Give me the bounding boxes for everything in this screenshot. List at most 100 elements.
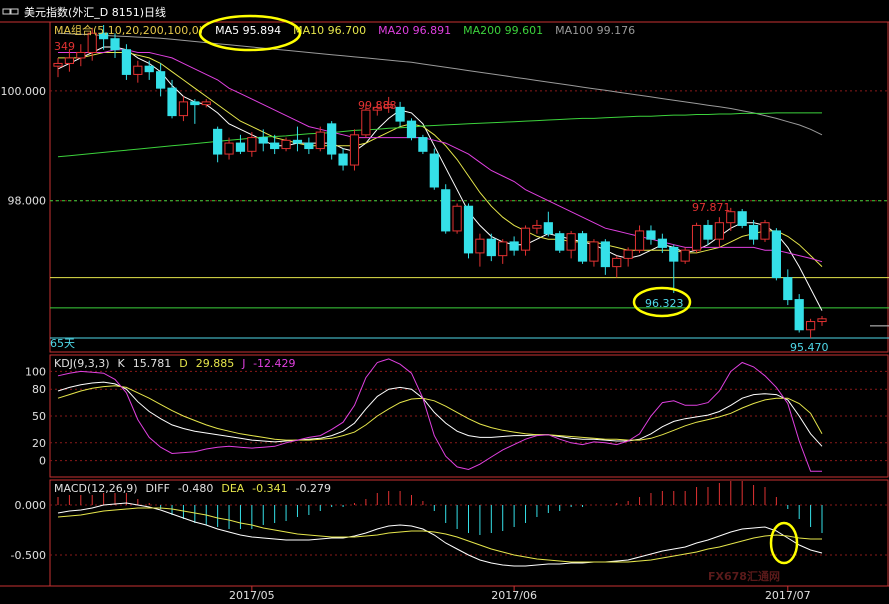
candle-body [372,106,382,111]
candle-body [726,211,736,224]
legend-item: MA组合(5,10,20,200,100,0) [54,23,203,37]
x-tick-label: 2017/06 [491,589,537,602]
candle-body [543,222,553,235]
candle-body [144,65,154,73]
kdj-k-line [57,381,823,447]
candle-body [110,38,120,51]
candle-body [395,106,405,122]
candle-body [247,137,257,152]
candle-body [53,62,63,67]
candle-body [270,142,280,150]
low-annotation-95470: 95.470 [790,341,829,354]
macd-y-tick: -0.500 [11,549,46,562]
candle-body [64,57,75,64]
candle-body [281,139,291,150]
candle-body [87,32,97,53]
macd-legend: MACD(12,26,9) DIFF -0.480 DEA -0.341 -0.279 [54,482,331,495]
days-label: 65天 [50,337,75,350]
candle-body [361,109,371,136]
candle-body [213,128,223,155]
legend-item: KDJ(9,3,3) [54,357,110,370]
candle-body [623,249,633,259]
legend-item: K [118,357,126,370]
legend-item: MA5 95.894 [215,24,281,37]
x-tick-label: 2017/05 [229,589,275,602]
legend-item: 15.781 [133,357,172,370]
candle-body [657,238,667,248]
legend-item: MA100 99.176 [555,24,635,37]
price-panel-frame [49,21,889,353]
chart-icon[interactable] [2,8,19,15]
x-tick-label: 2017/07 [765,589,811,602]
candle-body [612,257,622,268]
kdj-y-tick: 0 [39,455,46,468]
candle-body [406,120,417,139]
macd-cross-highlight-ellipse [769,521,799,565]
candle-body [589,241,599,262]
candle-body [441,189,451,232]
ma10-line [58,52,823,267]
candle-body [669,246,679,262]
candle-body [156,71,166,89]
candle-body [418,137,428,152]
kdj-y-tick: 100 [25,365,46,378]
high-annotation-97871: 97.871 [692,201,731,214]
legend-item: -0.480 [178,482,213,495]
kdj-y-tick: 20 [32,437,46,450]
watermark: FX678汇通网 [708,570,780,583]
candle-body [429,153,439,188]
low-annotation-96323: 96.323 [645,297,684,310]
candle-body [463,205,474,254]
candle-body [349,134,360,166]
candle-body [338,153,348,166]
candle-body [224,142,234,155]
candle-body [771,230,781,279]
ma-legend: MA组合(5,10,20,200,100,0) MA5 95.894 MA10 96… [54,23,635,37]
candle-body [475,238,485,254]
candle-body [327,123,337,155]
price-y-tick: 98.000 [8,195,47,208]
candle-body [304,142,314,150]
candle-body [532,224,542,229]
kdj-y-tick: 80 [32,383,46,396]
legend-item: D [179,357,187,370]
candle-body [178,101,189,117]
kdj-legend: KDJ(9,3,3) K 15.781 D 29.885 J -12.429 [54,357,296,370]
legend-item: -0.341 [252,482,287,495]
legend-item: J [241,357,245,370]
candle-body [817,318,827,323]
candle-body [805,321,816,331]
candle-body [703,224,713,240]
candle-body [691,224,702,251]
high-annotation-99888: 99.888 [358,99,397,112]
candle-body [121,49,132,75]
price-y-tick: 100.000 [1,85,47,98]
chart-title: 美元指数(外汇_D 8151)日线 [24,5,166,19]
ma5-line [57,46,823,311]
candle-body [384,104,394,108]
kdj-d-line [57,385,823,441]
candle-body [201,101,211,106]
candle-body [486,238,496,257]
header-bar [0,0,889,22]
candle-body [600,241,610,268]
candle-body [794,299,804,331]
legend-item: DEA [221,482,244,495]
candle-body [680,249,690,262]
candle-body [76,51,86,59]
low-highlight-ellipse [632,286,692,318]
candle-body [520,227,531,251]
legend-item: MA20 96.891 [378,24,451,37]
legend-item: MA10 96.700 [293,24,366,37]
left-marker-label: 349 [54,40,75,53]
candle-body [167,87,177,117]
candle-body [292,139,303,144]
candle-body [509,241,519,251]
candle-body [760,222,770,240]
ma5-highlight-ellipse [198,14,302,52]
kdj-j-line [57,358,822,472]
candle-body [99,32,109,40]
candle-body [783,277,793,301]
legend-item: -0.279 [296,482,331,495]
